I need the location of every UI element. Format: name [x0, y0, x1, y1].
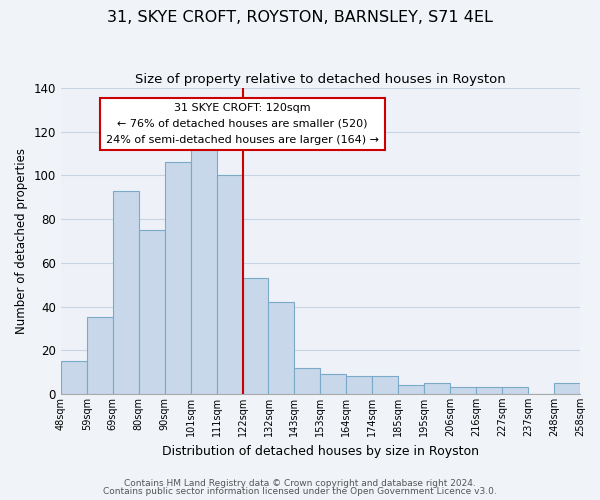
Bar [476, 388, 502, 394]
Text: 31 SKYE CROFT: 120sqm
← 76% of detached houses are smaller (520)
24% of semi-det: 31 SKYE CROFT: 120sqm ← 76% of detached … [106, 104, 379, 144]
Bar [373, 376, 398, 394]
Bar [139, 230, 164, 394]
Bar [164, 162, 191, 394]
Bar [398, 385, 424, 394]
Bar [191, 147, 217, 394]
Bar [113, 190, 139, 394]
Text: Contains HM Land Registry data © Crown copyright and database right 2024.: Contains HM Land Registry data © Crown c… [124, 478, 476, 488]
Title: Size of property relative to detached houses in Royston: Size of property relative to detached ho… [135, 72, 506, 86]
Bar [554, 383, 580, 394]
Bar [295, 368, 320, 394]
Bar [502, 388, 528, 394]
Bar [87, 318, 113, 394]
Bar [61, 361, 87, 394]
Bar [242, 278, 268, 394]
Bar [346, 376, 373, 394]
Bar [217, 176, 242, 394]
X-axis label: Distribution of detached houses by size in Royston: Distribution of detached houses by size … [162, 444, 479, 458]
Bar [450, 388, 476, 394]
Bar [320, 374, 346, 394]
Text: 31, SKYE CROFT, ROYSTON, BARNSLEY, S71 4EL: 31, SKYE CROFT, ROYSTON, BARNSLEY, S71 4… [107, 10, 493, 25]
Bar [268, 302, 295, 394]
Text: Contains public sector information licensed under the Open Government Licence v3: Contains public sector information licen… [103, 487, 497, 496]
Y-axis label: Number of detached properties: Number of detached properties [15, 148, 28, 334]
Bar [424, 383, 450, 394]
